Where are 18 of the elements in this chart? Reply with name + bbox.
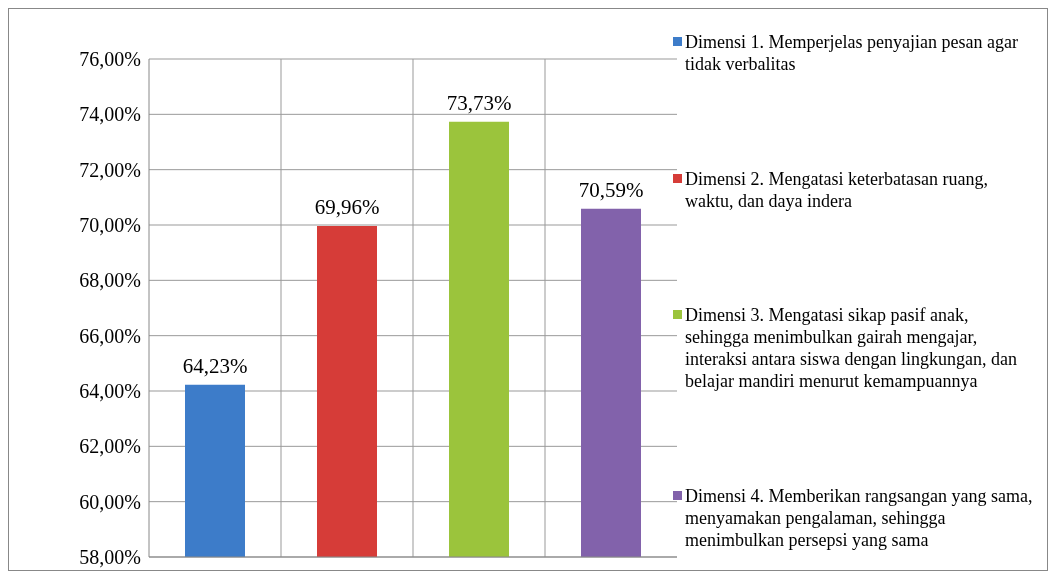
legend-label: Dimensi 1. Memperjelas penyajian pesan agar tidak verbalitas [685, 31, 1019, 75]
legend-label: Dimensi 4. Memberikan rangsangan yang sama, menyamakan pengalaman, sehingga menimbulkan persepsi yang sama [685, 484, 1033, 551]
y-tick-label: 74,00% [79, 103, 141, 126]
y-tick-label: 76,00% [79, 48, 141, 71]
y-tick-label: 68,00% [79, 269, 141, 292]
y-tick-label: 58,00% [79, 546, 141, 569]
y-tick-label: 64,00% [79, 380, 141, 403]
data-label: 64,23% [182, 353, 248, 378]
y-tick-label: 62,00% [79, 435, 141, 458]
y-tick-label: 60,00% [79, 490, 141, 513]
y-tick-label: 70,00% [79, 214, 141, 237]
data-label: 69,96% [314, 195, 380, 220]
legend-label: Dimensi 3. Mengatasi sikap pasif anak, sehingga menimbulkan gairah mengajar, interaksi antara siswa dengan lingkungan, dan belajar mandiri menurut kemampuannya [685, 304, 1018, 393]
y-tick-label: 66,00% [79, 324, 141, 347]
data-label: 73,73% [446, 90, 512, 115]
y-tick-label: 72,00% [79, 158, 141, 181]
data-label: 70,59% [578, 177, 644, 202]
legend-label: Dimensi 2. Mengatasi keterbatasan ruang, waktu, dan daya indera [685, 167, 989, 212]
